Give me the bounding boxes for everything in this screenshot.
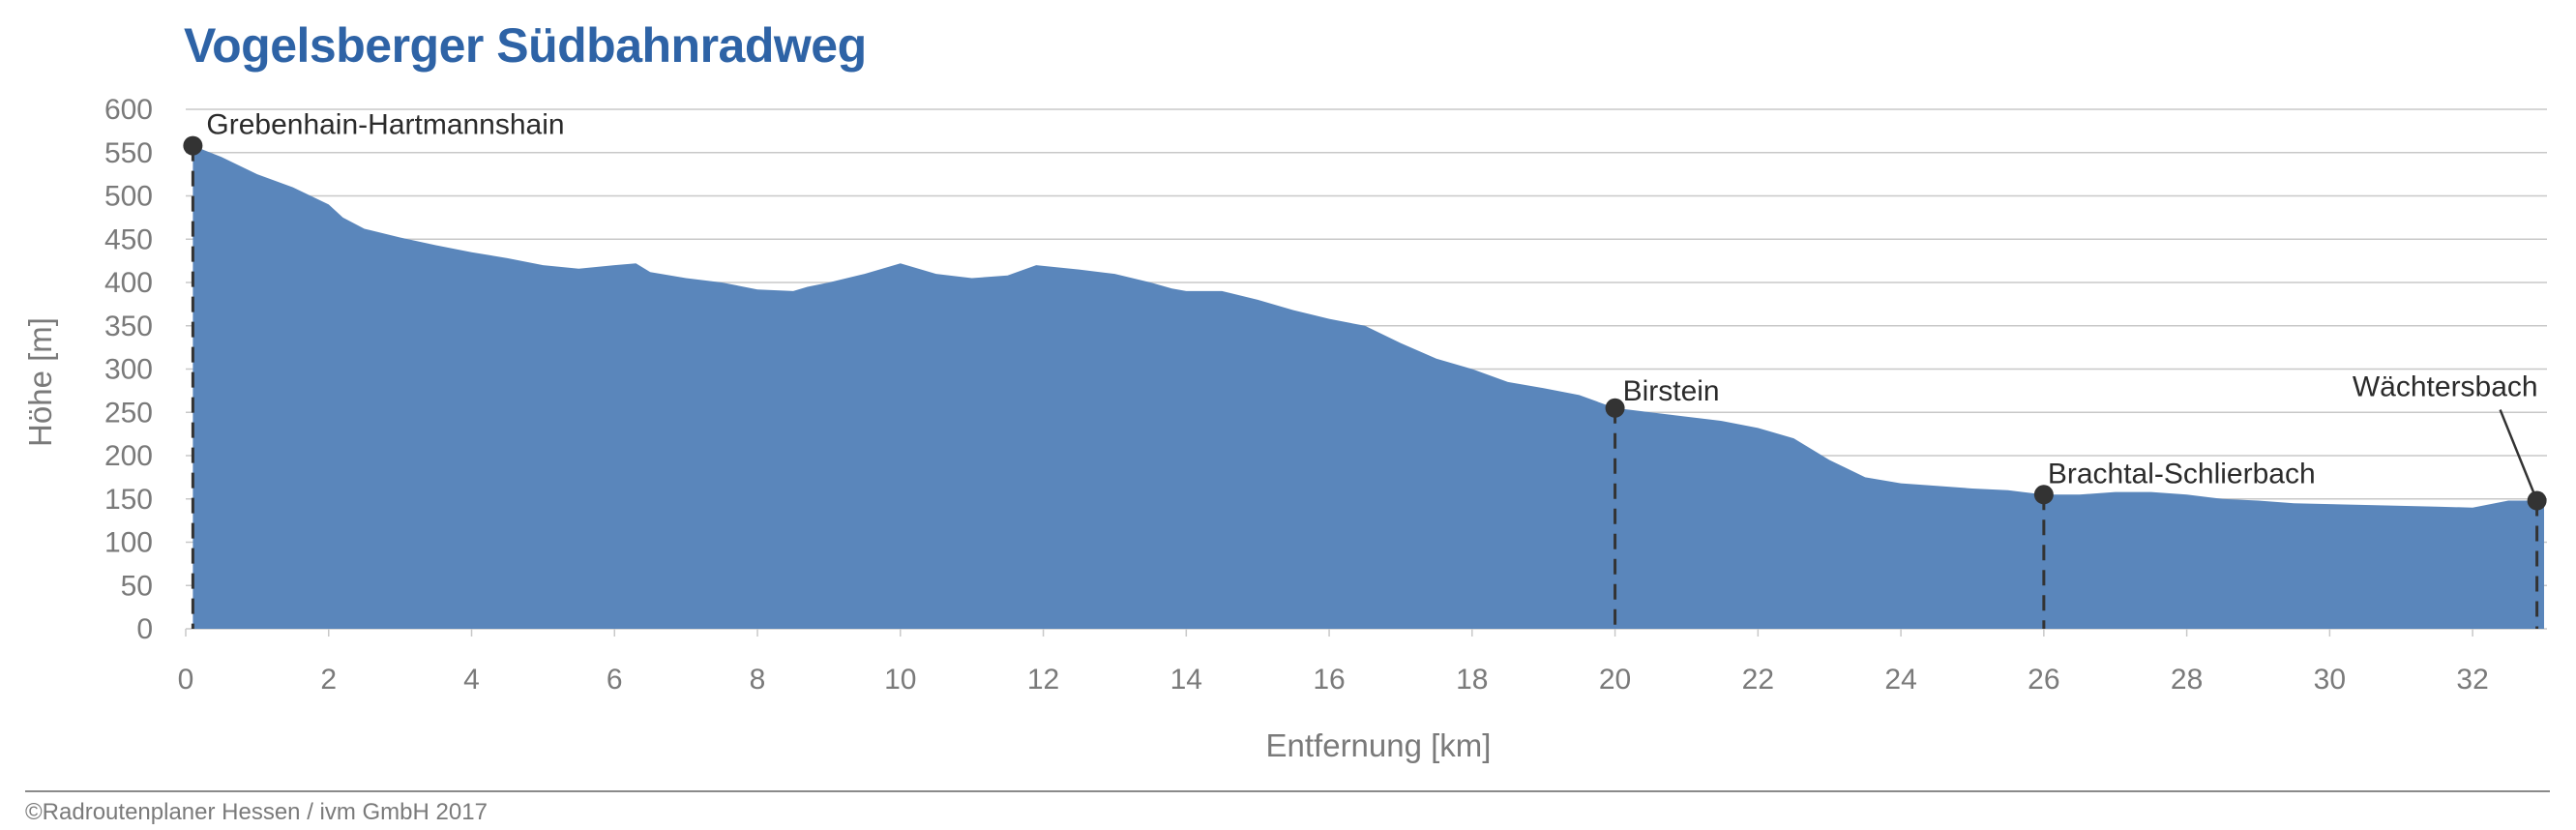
x-tick-label: 16: [1313, 664, 1345, 696]
elevation-series: [192, 145, 2544, 629]
x-tick-label: 18: [1456, 664, 1488, 696]
annotation-label: Brachtal-Schlierbach: [2048, 458, 2316, 489]
annotations: Grebenhain-Hartmannshain Birstein Brachtal…: [183, 109, 2547, 629]
y-tick-labels: 0 50 100 150 200 250 300 350 400 450 500 550 600: [104, 94, 153, 645]
x-tick-label: 24: [1884, 664, 1916, 696]
annotation-leader: [2499, 409, 2538, 502]
y-tick-label: 350: [104, 311, 153, 342]
copyright-text: ©Radroutenplaner Hessen / ivm GmbH 2017: [25, 799, 488, 825]
y-tick-label: 50: [121, 570, 153, 602]
annotation-marker: [1605, 398, 1625, 418]
y-axis-label: Höhe [m]: [22, 317, 58, 447]
footer-divider: [25, 790, 2550, 792]
x-tick-label: 10: [884, 664, 916, 696]
x-tick-label: 8: [750, 664, 766, 696]
annotation-label: Birstein: [1623, 375, 1720, 407]
y-tick-label: 550: [104, 137, 153, 169]
x-tick-label: 2: [320, 664, 337, 696]
y-tick-label: 200: [104, 440, 153, 472]
x-tick-label: 22: [1742, 664, 1774, 696]
x-tick-label: 4: [463, 664, 480, 696]
y-tick-label: 600: [104, 94, 153, 126]
y-tick-label: 400: [104, 267, 153, 299]
y-tick-label: 250: [104, 397, 153, 429]
y-tick-label: 100: [104, 527, 153, 559]
annotation-label: Grebenhain-Hartmannshain: [206, 109, 564, 141]
annotation-label: Wächtersbach: [2353, 371, 2538, 403]
chart-title: Vogelsberger Südbahnradweg: [184, 18, 867, 73]
x-tick-label: 6: [607, 664, 623, 696]
x-tick-label: 28: [2171, 664, 2203, 696]
annotation-marker: [183, 135, 203, 156]
x-axis-label: Entfernung [km]: [1266, 727, 1492, 763]
x-tick-label: 14: [1170, 664, 1202, 696]
x-tick-labels: 0 2 4 6 8 10 12 14 16 18 20 22 24 26 28 30 32: [178, 629, 2489, 696]
x-tick-label: 12: [1027, 664, 1059, 696]
elevation-area: [192, 145, 2544, 629]
annotation-marker: [2033, 485, 2054, 505]
x-tick-label: 32: [2456, 664, 2488, 696]
y-tick-label: 450: [104, 223, 153, 255]
y-tick-label: 500: [104, 181, 153, 213]
y-tick-label: 0: [136, 613, 153, 645]
x-tick-label: 30: [2314, 664, 2346, 696]
y-tick-label: 300: [104, 354, 153, 386]
annotation-marker: [2527, 490, 2547, 511]
y-tick-label: 150: [104, 484, 153, 516]
x-tick-label: 0: [178, 664, 194, 696]
x-tick-label: 20: [1599, 664, 1631, 696]
x-tick-label: 26: [2028, 664, 2059, 696]
